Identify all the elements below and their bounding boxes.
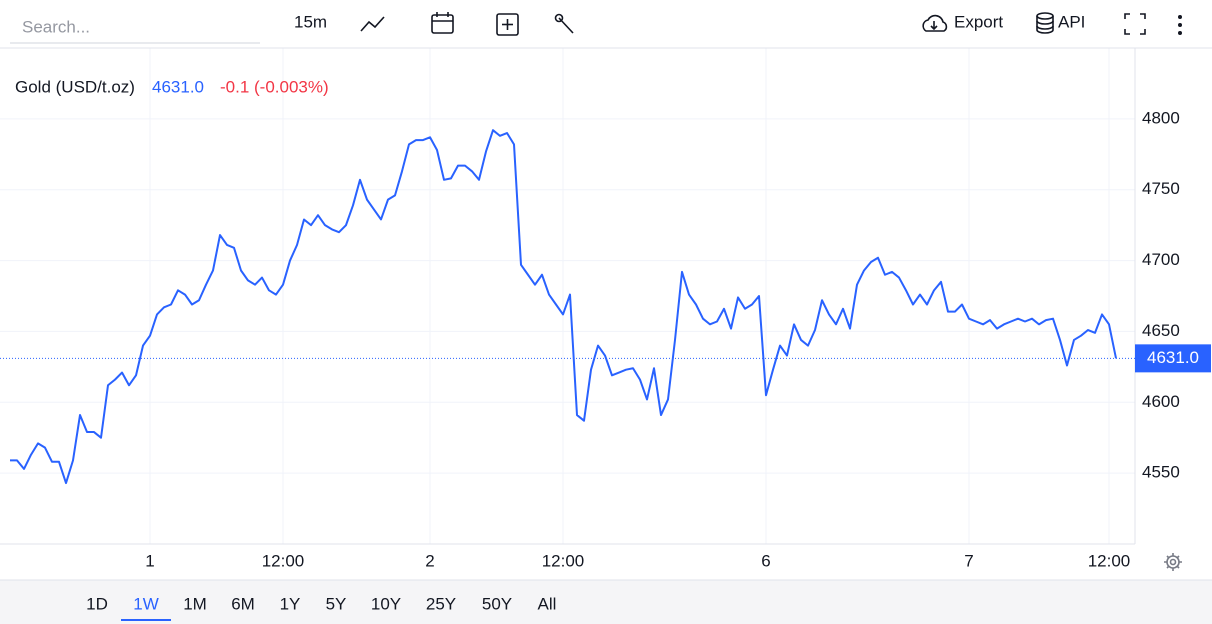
more-menu[interactable] xyxy=(1178,15,1182,35)
y-tick-label: 4650 xyxy=(1142,321,1180,340)
api-icon[interactable] xyxy=(1036,12,1054,34)
range-button[interactable]: 1W xyxy=(133,594,159,613)
range-button[interactable]: 5Y xyxy=(326,594,347,613)
range-button[interactable]: All xyxy=(538,594,557,613)
legend-last-price: 4631.0 xyxy=(152,77,204,96)
y-tick-label: 4600 xyxy=(1142,392,1180,411)
range-button[interactable]: 1M xyxy=(183,594,207,613)
settings-gear-icon[interactable] xyxy=(1164,553,1182,571)
interval-button[interactable]: 15m xyxy=(294,12,327,31)
y-tick-label: 4550 xyxy=(1142,463,1180,482)
price-line xyxy=(10,129,1117,485)
x-tick-label: 2 xyxy=(425,551,434,570)
y-tick-label: 4700 xyxy=(1142,250,1180,269)
y-tick-label: 4800 xyxy=(1142,108,1180,127)
export-icon[interactable] xyxy=(922,14,948,32)
range-bar xyxy=(0,580,1212,624)
legend-change: -0.1 (-0.003%) xyxy=(220,77,329,96)
search-input[interactable]: Search... xyxy=(22,17,90,36)
compare-icon[interactable] xyxy=(496,13,519,36)
last-price-label: 4631.0 xyxy=(1147,348,1199,367)
range-button[interactable]: 1Y xyxy=(280,594,301,613)
chart-type-icon[interactable] xyxy=(360,16,385,32)
x-tick-label: 6 xyxy=(761,551,770,570)
calendar-icon[interactable] xyxy=(431,12,454,34)
api-button[interactable]: API xyxy=(1058,12,1085,31)
x-tick-label: 7 xyxy=(964,551,973,570)
range-button[interactable]: 25Y xyxy=(426,594,456,613)
last-price-tag xyxy=(1135,344,1211,373)
y-tick-label: 4750 xyxy=(1142,179,1180,198)
x-tick-label: 1 xyxy=(145,551,154,570)
x-tick-label: 12:00 xyxy=(542,551,585,570)
range-button[interactable]: 10Y xyxy=(371,594,401,613)
range-button[interactable]: 1D xyxy=(86,594,108,613)
export-button[interactable]: Export xyxy=(954,12,1003,31)
legend-name: Gold (USD/t.oz) xyxy=(15,77,135,96)
x-tick-label: 12:00 xyxy=(1088,551,1131,570)
fullscreen-icon[interactable] xyxy=(1124,13,1146,35)
range-button[interactable]: 50Y xyxy=(482,594,512,613)
x-tick-label: 12:00 xyxy=(262,551,305,570)
range-button[interactable]: 6M xyxy=(231,594,255,613)
settings-wrench-icon[interactable] xyxy=(554,13,574,34)
